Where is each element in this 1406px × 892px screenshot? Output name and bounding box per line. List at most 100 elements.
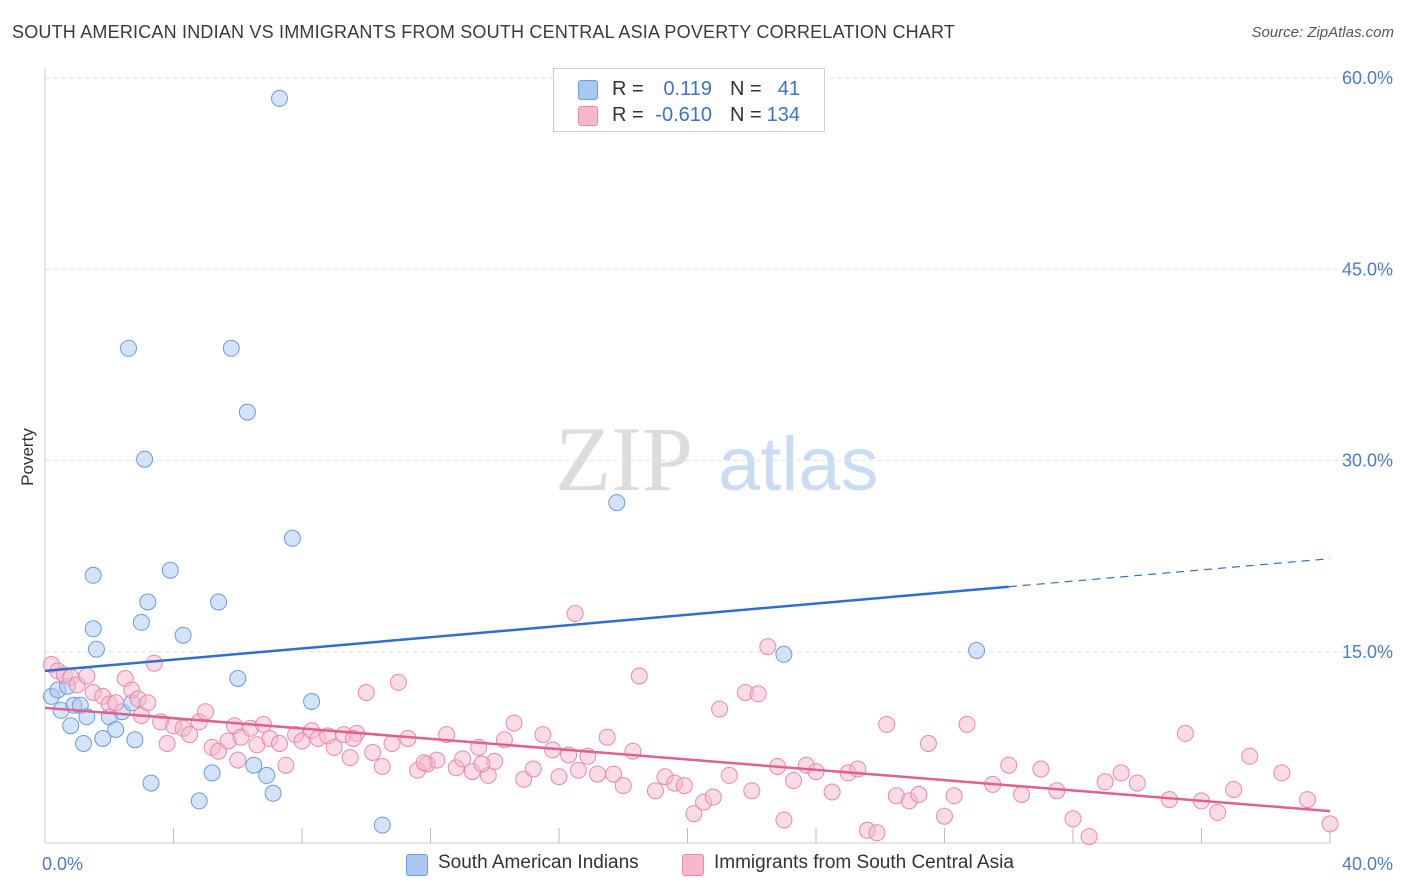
- data-point: [630, 667, 648, 685]
- correlation-legend: R = 0.119 N = 41 R = -0.610 N = 134: [553, 68, 825, 132]
- data-point: [743, 782, 761, 800]
- data-point: [749, 685, 767, 703]
- legend-label: Immigrants from South Central Asia: [714, 852, 1014, 873]
- legend-r-value: 0.119: [663, 78, 712, 100]
- legend-swatch-blue: [406, 854, 428, 876]
- legend-label: South American Indians: [438, 852, 639, 873]
- data-point: [344, 730, 362, 747]
- legend-n-value: 41: [777, 78, 800, 100]
- data-point: [197, 703, 215, 721]
- legend-row-blue: R = 0.119 N = 41: [554, 76, 824, 102]
- data-point: [775, 645, 793, 663]
- legend-swatch-pink: [578, 106, 598, 126]
- data-point: [704, 788, 722, 806]
- y-tick-label: 30.0%: [1342, 451, 1393, 471]
- data-point: [868, 824, 886, 842]
- y-tick-label: 60.0%: [1342, 68, 1393, 88]
- legend-row-pink: R = -0.610 N = 134: [554, 102, 824, 128]
- data-point: [136, 450, 154, 468]
- data-point: [238, 403, 256, 421]
- data-point: [341, 749, 359, 767]
- data-point: [823, 783, 841, 801]
- data-point: [373, 816, 391, 834]
- chart-title: SOUTH AMERICAN INDIAN VS IMMIGRANTS FROM…: [12, 22, 956, 42]
- legend-n-value: 134: [766, 104, 800, 126]
- data-point: [107, 721, 125, 738]
- data-point: [373, 758, 391, 775]
- data-point: [1000, 756, 1018, 774]
- data-point: [222, 339, 240, 357]
- data-point: [720, 766, 738, 784]
- data-point: [598, 728, 616, 746]
- data-point: [174, 626, 192, 644]
- data-point: [524, 760, 542, 778]
- data-point: [608, 494, 626, 512]
- data-point: [685, 805, 703, 823]
- data-point: [87, 640, 105, 658]
- data-point: [1064, 810, 1082, 828]
- data-point: [181, 726, 199, 744]
- data-point: [1096, 773, 1114, 791]
- data-point: [945, 787, 963, 805]
- data-point: [271, 735, 288, 752]
- data-point: [75, 735, 92, 752]
- data-point: [775, 811, 793, 829]
- data-point: [94, 730, 112, 747]
- data-point: [132, 613, 150, 631]
- legend-swatch-blue: [578, 80, 598, 100]
- data-point: [383, 735, 401, 752]
- watermark-zip: ZIP: [555, 408, 693, 510]
- data-point: [139, 593, 157, 611]
- data-point: [1299, 791, 1316, 809]
- legend-r-label: R =: [612, 104, 644, 126]
- data-point: [78, 667, 96, 685]
- trend-line-pink: [44, 706, 1331, 813]
- data-point: [245, 756, 263, 774]
- data-point: [107, 694, 125, 712]
- data-point: [364, 744, 382, 761]
- data-point: [303, 693, 321, 710]
- data-point: [62, 717, 80, 735]
- data-point: [454, 750, 472, 768]
- data-point: [646, 782, 664, 800]
- legend-n-label: N =: [730, 104, 762, 126]
- x-tick-label: 0.0%: [42, 854, 83, 874]
- trend-line-blue: [44, 585, 1009, 673]
- data-point: [1225, 781, 1243, 798]
- data-point: [325, 738, 343, 756]
- data-point: [258, 766, 276, 784]
- data-point: [357, 684, 375, 701]
- data-point: [120, 339, 137, 357]
- data-point: [473, 755, 491, 773]
- data-point: [936, 807, 953, 825]
- data-point: [1112, 764, 1130, 782]
- data-point: [139, 694, 157, 712]
- data-point: [229, 670, 247, 687]
- source-label: Source: ZipAtlas.com: [1251, 24, 1394, 41]
- data-point: [271, 89, 288, 107]
- data-point: [126, 731, 144, 749]
- data-point: [229, 751, 247, 769]
- data-point: [569, 761, 587, 779]
- grid-lines: [45, 77, 1395, 653]
- watermark: ZIP atlas: [555, 408, 879, 510]
- data-point: [277, 756, 295, 774]
- data-point: [415, 754, 433, 772]
- series-legend: South American Indians Immigrants from S…: [0, 852, 1406, 878]
- data-point: [142, 774, 160, 792]
- data-point: [711, 700, 729, 718]
- data-point: [958, 715, 976, 733]
- y-tick-labels: 15.0% 30.0% 45.0% 60.0%: [1342, 68, 1393, 662]
- watermark-atlas: atlas: [718, 422, 879, 507]
- legend-swatch-pink: [682, 854, 704, 876]
- data-point: [210, 593, 227, 611]
- data-point: [389, 673, 407, 691]
- data-point: [264, 784, 282, 802]
- data-point: [505, 714, 523, 732]
- data-point: [78, 708, 96, 726]
- axes: [44, 68, 1331, 844]
- legend-r-value: -0.610: [655, 104, 712, 126]
- data-point: [1080, 828, 1098, 846]
- data-point: [534, 726, 552, 744]
